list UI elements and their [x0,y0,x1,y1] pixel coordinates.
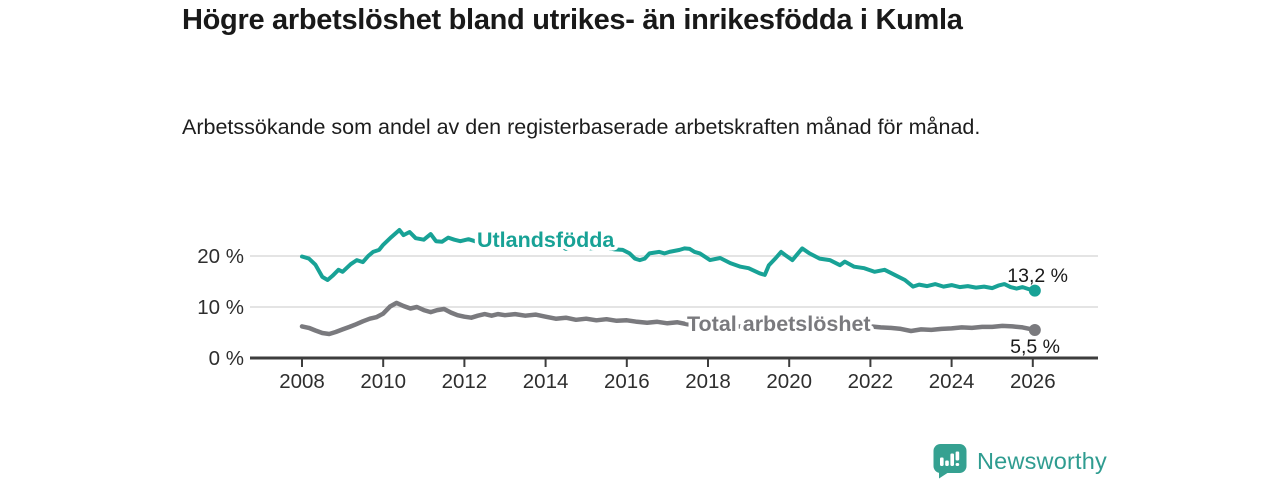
chart-title: Högre arbetslöshet bland utrikes- än inr… [182,4,963,36]
series-end-value: 5,5 % [1010,336,1060,358]
x-tick-label: 2016 [604,370,650,393]
x-tick-label: 2008 [279,370,325,393]
newsworthy-logo: Newsworthy [932,443,1107,479]
series-end-value: 13,2 % [1007,265,1068,287]
series-line-utlandsfodda [300,228,1037,293]
y-tick-label: 0 % [209,347,244,370]
series-label: Utlandsfödda [477,228,615,252]
x-tick-label: 2018 [685,370,731,393]
y-tick-label: 20 % [197,245,244,268]
x-tick-label: 2026 [1010,370,1056,393]
x-tick-label: 2014 [523,370,569,393]
x-tick-label: 2012 [442,370,488,393]
chart-subtitle: Arbetssökande som andel av den registerb… [182,115,981,139]
x-tick-label: 2024 [929,370,975,393]
newsworthy-bubble-chart-icon [933,444,967,479]
series-end-dot [1028,284,1041,297]
x-tick-label: 2010 [360,370,406,393]
series-line-total [299,300,1038,337]
series-end-dot [1028,323,1041,336]
x-tick-label: 2020 [766,370,812,393]
x-tick-label: 2022 [848,370,894,393]
series-label: Total arbetslöshet [687,312,871,336]
brand-name: Newsworthy [977,447,1107,474]
y-tick-label: 10 % [197,296,244,319]
